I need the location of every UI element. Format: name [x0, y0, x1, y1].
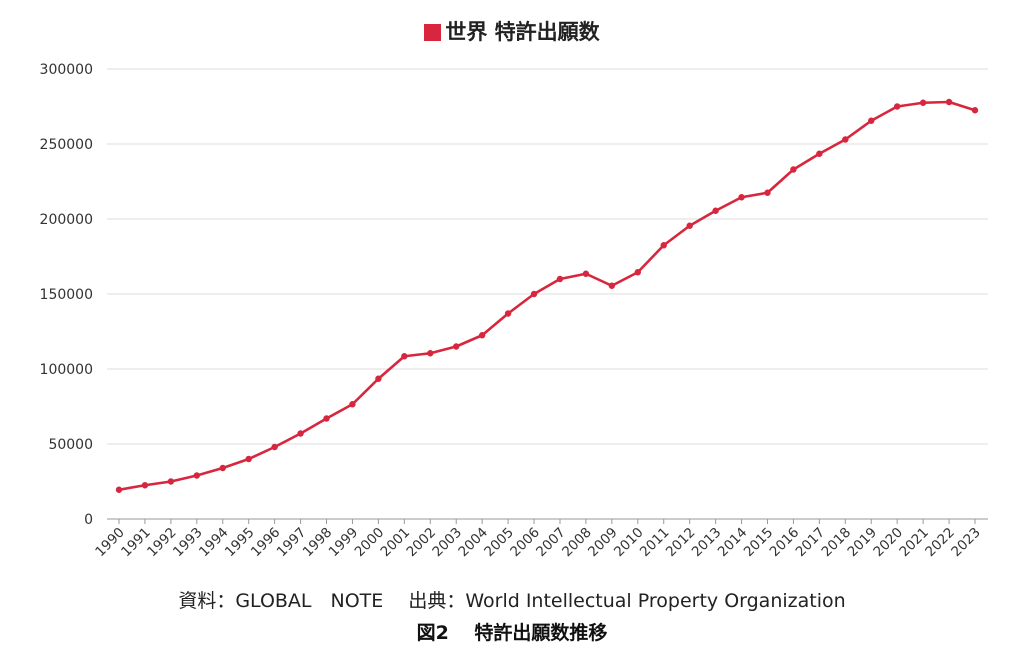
data-point — [193, 472, 201, 479]
data-point — [790, 166, 797, 173]
data-point — [582, 270, 590, 277]
data-point — [816, 150, 823, 157]
data-point — [893, 103, 901, 110]
data-point — [271, 443, 278, 451]
data-point — [141, 482, 149, 489]
x-tick-label: 2021 — [896, 525, 932, 561]
x-tick-label: 2016 — [767, 525, 803, 561]
legend-label: 世界 特許出願数 — [445, 20, 600, 44]
data-point — [375, 375, 382, 382]
x-tick-label: 2012 — [663, 525, 699, 561]
y-tick-label: 300000 — [40, 62, 93, 78]
data-point — [167, 478, 175, 485]
data-point — [219, 464, 226, 472]
x-tick-label: 2015 — [741, 525, 777, 561]
data-point — [660, 242, 667, 249]
x-tick-label: 1998 — [300, 525, 336, 561]
data-point — [323, 415, 330, 422]
x-tick-label: 1997 — [274, 525, 310, 561]
data-point — [634, 269, 641, 276]
data-point — [945, 98, 953, 106]
data-point — [245, 455, 252, 463]
data-point — [608, 282, 616, 289]
x-tick-label: 1991 — [118, 525, 154, 561]
x-tick-label: 2002 — [403, 525, 439, 561]
y-tick-label: 250000 — [40, 137, 93, 153]
legend-swatch — [424, 24, 442, 41]
x-tick-label: 2009 — [585, 525, 621, 561]
data-point — [401, 353, 408, 360]
x-tick-label: 2018 — [819, 525, 855, 561]
x-tick-label: 2008 — [559, 525, 595, 561]
data-point — [764, 189, 771, 196]
figure-caption: 図2 特許出願数推移 — [416, 622, 608, 644]
data-point — [971, 107, 979, 114]
y-tick-label: 0 — [84, 512, 93, 528]
data-point — [297, 430, 304, 437]
y-tick-label: 200000 — [40, 212, 93, 228]
x-tick-label: 1992 — [144, 525, 180, 561]
x-tick-label: 2020 — [870, 525, 906, 561]
data-point — [868, 117, 875, 124]
x-tick-label: 2014 — [715, 525, 751, 561]
x-tick-label: 2007 — [533, 525, 569, 561]
data-point — [115, 486, 123, 493]
x-tick-label: 1996 — [248, 525, 284, 561]
x-tick-label: 1993 — [170, 525, 206, 561]
x-tick-label: 1994 — [196, 525, 232, 561]
x-tick-label: 2003 — [429, 525, 465, 561]
x-tick-label: 1990 — [92, 525, 128, 561]
x-tick-label: 2006 — [507, 525, 543, 561]
x-tick-label: 1999 — [326, 525, 362, 561]
data-point — [712, 207, 719, 214]
x-tick-label: 2022 — [922, 525, 958, 561]
data-point — [919, 99, 927, 106]
x-tick-label: 2001 — [378, 525, 414, 561]
x-tick-label: 2011 — [637, 525, 673, 561]
source-note: 資料：GLOBAL NOTE 出典：World Intellectual Pro… — [178, 590, 846, 612]
data-point — [530, 290, 538, 298]
x-tick-label: 2017 — [793, 525, 829, 561]
y-tick-label: 100000 — [40, 362, 93, 378]
data-point — [556, 275, 564, 283]
x-tick-label: 2013 — [689, 525, 725, 561]
data-point — [738, 194, 745, 201]
x-tick-label: 2019 — [844, 525, 880, 561]
chart-legend: 世界 特許出願数 — [0, 16, 1024, 46]
x-tick-label: 2000 — [352, 525, 388, 561]
data-point — [686, 222, 693, 229]
data-point — [504, 310, 512, 317]
x-tick-label: 2004 — [455, 525, 491, 561]
data-point — [349, 401, 356, 408]
data-point — [427, 350, 434, 357]
data-point — [842, 136, 849, 143]
y-tick-label: 50000 — [48, 437, 93, 453]
x-tick-label: 1995 — [222, 525, 258, 561]
data-point — [453, 343, 460, 350]
data-point — [478, 332, 486, 339]
series-line — [118, 100, 976, 492]
x-tick-label: 2023 — [948, 525, 984, 561]
y-tick-label: 150000 — [40, 287, 93, 303]
x-tick-label: 2005 — [481, 525, 517, 561]
x-tick-label: 2010 — [611, 525, 647, 561]
